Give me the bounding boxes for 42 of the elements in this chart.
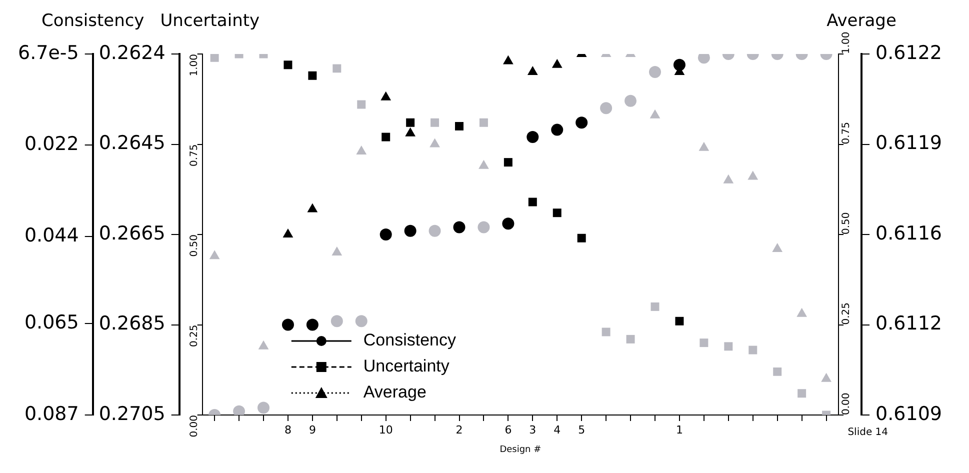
text: 0.2624: [98, 42, 166, 64]
y2-tick-label: 0.50: [841, 212, 852, 234]
x-tick-label: 5: [578, 423, 586, 436]
x-tick-label: 1: [676, 423, 683, 436]
y2-tick-label: 0.25: [841, 302, 852, 325]
x-tick-label: 6: [504, 423, 512, 436]
text: 0.6109: [876, 402, 942, 425]
text: Slide 14: [848, 427, 888, 438]
y-tick-label: 0.25: [188, 324, 200, 348]
y3-tick-label: 6.7e-5: [18, 42, 79, 64]
text: 0.6122: [876, 42, 942, 64]
x-axis-title: Design #: [500, 444, 542, 455]
y-tick-label: 0.00: [188, 415, 200, 438]
legend-label: Uncertainty: [363, 356, 450, 376]
text: 0.2705: [98, 402, 166, 425]
x-tick-label: 9: [308, 423, 316, 436]
y-tick-label: 0.50: [188, 234, 200, 257]
y3-tick-label: 0.022: [24, 133, 79, 156]
text: 0.2665: [98, 222, 166, 244]
y3-tick-label: 0.065: [24, 312, 79, 334]
y-tick-label: 1.00: [188, 54, 200, 76]
x-tick-label: 2: [456, 423, 463, 436]
y2-tick-label: 1.00: [841, 32, 852, 54]
text: Uncertainty: [160, 10, 260, 31]
legend-label: Consistency: [363, 330, 456, 350]
text: 0.6116: [876, 222, 942, 244]
y3-tick-label: 0.044: [24, 224, 79, 246]
x-tick-label: 3: [529, 423, 536, 436]
text: 0.6112: [876, 312, 942, 335]
y3-axis-title: Consistency: [41, 10, 144, 31]
text: 0.2645: [98, 132, 166, 154]
y-tick-label: 0.75: [188, 144, 200, 167]
y3-tick-label: 0.087: [24, 402, 79, 425]
x-tick-label: 8: [284, 423, 292, 436]
y2-tick-label: 0.75: [841, 122, 852, 144]
x-tick-label: 10: [378, 423, 393, 436]
legend-label: Average: [363, 382, 426, 402]
y2-tick-label: 0.00: [841, 392, 852, 415]
text: 0.6119: [876, 132, 942, 154]
text: Average: [826, 10, 896, 31]
text: 0.2685: [98, 312, 166, 335]
x-tick-label: 4: [554, 423, 561, 436]
